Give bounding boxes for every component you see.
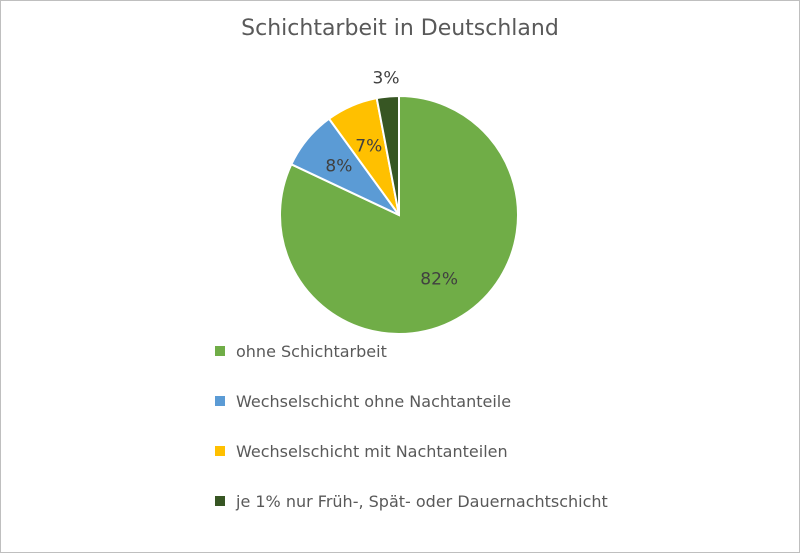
pie-slice-4 (375, 94, 400, 216)
legend-item-4: je 1% nur Früh-, Spät- oder Dauernachtsc… (215, 488, 608, 514)
pie-slice-label-1: 82% (420, 269, 458, 289)
pie-slice-1 (279, 94, 519, 335)
legend-label: Wechselschicht ohne Nachtanteile (236, 391, 512, 411)
legend-item-3: Wechselschicht mit Nachtanteilen (215, 438, 608, 464)
pie-slice-label-4: 3% (373, 69, 400, 89)
pie-slice-label-3: 7% (355, 136, 382, 156)
chart-legend: ohne Schichtarbeit Wechselschicht ohne Na… (215, 338, 608, 538)
legend-swatch (215, 446, 225, 456)
legend-label: ohne Schichtarbeit (236, 341, 387, 361)
legend-label: Wechselschicht mit Nachtanteilen (236, 441, 508, 461)
legend-item-2: Wechselschicht ohne Nachtanteile (215, 388, 608, 414)
legend-item-1: ohne Schichtarbeit (215, 338, 608, 364)
chart-title: Schichtarbeit in Deutschland (241, 16, 559, 41)
legend-swatch (215, 396, 225, 406)
legend-label: je 1% nur Früh-, Spät- oder Dauernachtsc… (236, 491, 608, 511)
pie-slice-label-2: 8% (325, 156, 352, 176)
legend-swatch (215, 496, 225, 506)
legend-swatch (215, 346, 225, 356)
